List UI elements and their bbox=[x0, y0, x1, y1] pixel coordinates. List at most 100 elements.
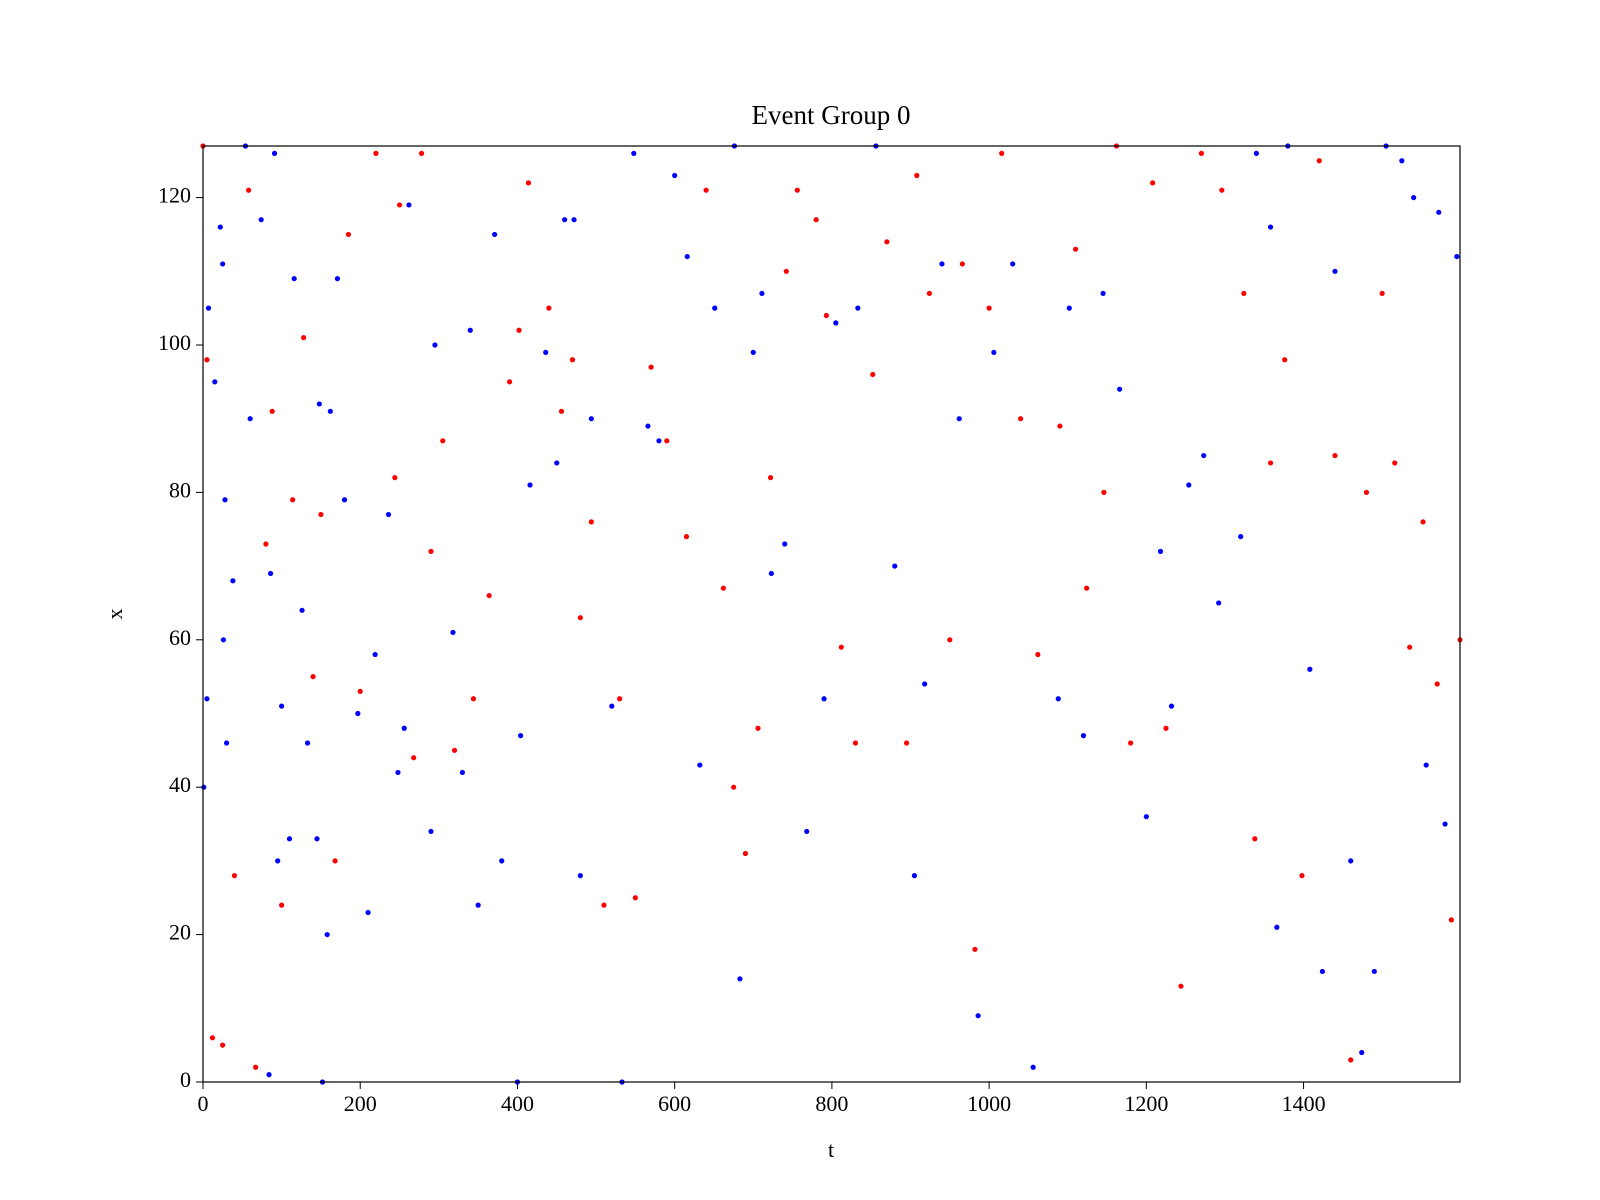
point bbox=[1448, 917, 1454, 923]
point bbox=[975, 1013, 981, 1019]
point bbox=[755, 725, 761, 731]
point bbox=[223, 740, 230, 746]
point bbox=[365, 909, 371, 916]
point bbox=[884, 239, 890, 245]
point bbox=[525, 180, 532, 186]
x-tick-label: 0 bbox=[198, 1091, 209, 1116]
point bbox=[922, 681, 928, 687]
x-tick-label: 600 bbox=[658, 1091, 691, 1116]
point bbox=[1332, 268, 1338, 274]
point bbox=[1150, 180, 1156, 186]
point bbox=[986, 305, 992, 311]
point bbox=[617, 696, 623, 702]
y-tick-label: 100 bbox=[158, 330, 191, 355]
point bbox=[571, 217, 577, 223]
point bbox=[546, 305, 552, 311]
point bbox=[373, 150, 379, 156]
point bbox=[314, 836, 320, 842]
point bbox=[1083, 585, 1090, 591]
point bbox=[1348, 1057, 1354, 1063]
point bbox=[1348, 858, 1354, 864]
point bbox=[1282, 357, 1288, 363]
point bbox=[703, 187, 709, 193]
point bbox=[395, 769, 401, 776]
point bbox=[470, 696, 477, 702]
y-tick-label: 60 bbox=[169, 625, 191, 650]
point bbox=[396, 202, 403, 208]
point bbox=[972, 946, 978, 952]
point bbox=[527, 482, 533, 488]
point bbox=[684, 253, 690, 260]
point bbox=[475, 902, 481, 908]
y-tick-label: 40 bbox=[169, 772, 191, 797]
point bbox=[268, 570, 274, 577]
point bbox=[1157, 548, 1164, 554]
point bbox=[782, 541, 788, 547]
point bbox=[1066, 305, 1072, 311]
point bbox=[1274, 924, 1280, 930]
x-tick-label: 1000 bbox=[967, 1091, 1011, 1116]
point bbox=[1101, 489, 1107, 495]
point bbox=[299, 607, 305, 613]
point bbox=[569, 357, 576, 363]
point bbox=[939, 261, 945, 267]
point bbox=[1359, 1049, 1365, 1056]
point bbox=[1143, 814, 1149, 820]
point bbox=[392, 475, 398, 481]
point bbox=[332, 858, 338, 864]
point bbox=[451, 747, 458, 753]
point bbox=[1072, 246, 1079, 252]
point bbox=[205, 305, 212, 311]
point bbox=[291, 276, 297, 282]
point bbox=[1201, 452, 1207, 459]
point bbox=[327, 408, 333, 414]
x-tick-label: 800 bbox=[815, 1091, 848, 1116]
point bbox=[1307, 666, 1313, 672]
point bbox=[428, 828, 434, 835]
point bbox=[1392, 460, 1398, 466]
point bbox=[737, 976, 743, 982]
point bbox=[720, 585, 727, 591]
point bbox=[794, 187, 800, 193]
point bbox=[767, 475, 774, 481]
point bbox=[1198, 150, 1204, 156]
point bbox=[1332, 452, 1338, 459]
point bbox=[263, 541, 269, 547]
point bbox=[601, 902, 607, 908]
point bbox=[1454, 253, 1460, 260]
point bbox=[588, 519, 594, 525]
point bbox=[731, 784, 737, 790]
point bbox=[220, 1042, 226, 1048]
y-axis-label: x bbox=[102, 609, 127, 620]
point bbox=[499, 858, 505, 864]
point bbox=[385, 511, 392, 518]
point bbox=[914, 172, 920, 179]
point bbox=[554, 460, 560, 466]
point bbox=[1057, 423, 1063, 429]
point bbox=[1010, 261, 1016, 267]
point bbox=[664, 438, 670, 444]
point bbox=[821, 696, 827, 702]
point bbox=[220, 261, 226, 267]
point bbox=[1080, 733, 1087, 739]
point bbox=[516, 327, 522, 333]
point bbox=[742, 850, 749, 857]
point bbox=[324, 931, 330, 938]
point bbox=[1216, 600, 1222, 606]
point bbox=[1434, 681, 1440, 687]
point bbox=[201, 784, 207, 790]
point bbox=[683, 534, 690, 540]
point bbox=[301, 335, 307, 341]
point bbox=[926, 290, 932, 297]
point bbox=[258, 217, 264, 223]
point bbox=[450, 629, 456, 636]
point bbox=[506, 379, 513, 385]
point bbox=[750, 349, 756, 355]
point bbox=[1035, 651, 1041, 658]
point bbox=[411, 755, 417, 761]
point bbox=[991, 349, 997, 355]
point bbox=[1252, 836, 1258, 842]
y-tick-label: 0 bbox=[180, 1067, 191, 1092]
